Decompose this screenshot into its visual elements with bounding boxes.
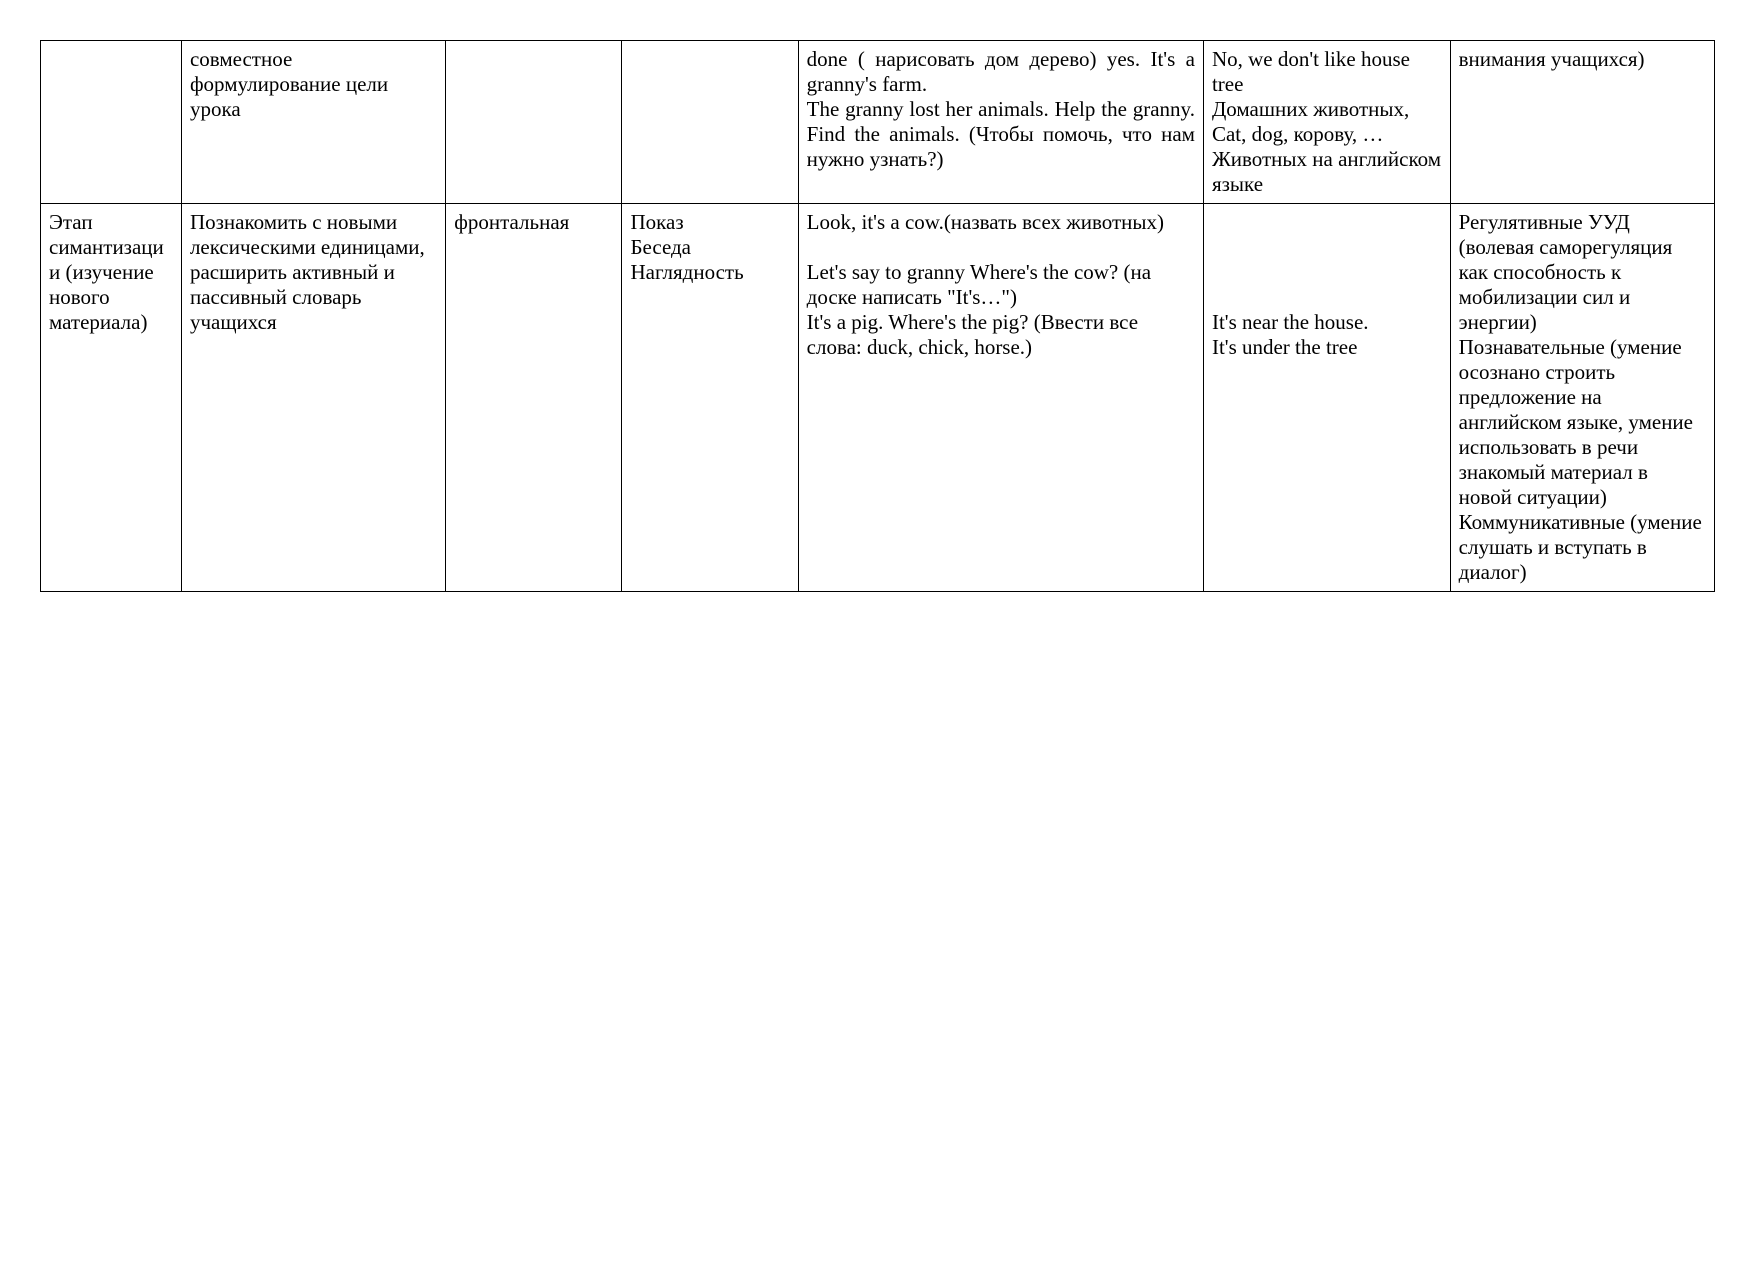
cell-teacher-activity: done ( нарисовать дом дерево) yes. It's … <box>798 41 1203 204</box>
lesson-plan-table-container: совместное формулирование цели урока don… <box>40 40 1715 592</box>
cell-form <box>446 41 622 204</box>
cell-text: No, we don't like housetreeДомашних живо… <box>1212 47 1441 196</box>
lesson-plan-table: совместное формулирование цели урока don… <box>40 40 1715 592</box>
cell-task: совместное формулирование цели урока <box>181 41 445 204</box>
cell-text <box>630 47 635 71</box>
cell-stage <box>41 41 182 204</box>
cell-method <box>622 41 798 204</box>
cell-teacher-activity: Look, it's a cow.(назвать всех животных)… <box>798 204 1203 592</box>
cell-text: фронтальная <box>454 210 569 234</box>
cell-text: Look, it's a cow.(назвать всех животных)… <box>807 210 1164 359</box>
cell-student-activity: It's near the house.It's under the tree <box>1203 204 1450 592</box>
cell-text: It's near the house.It's under the tree <box>1212 210 1369 359</box>
cell-text: внимания учащихся) <box>1459 47 1645 71</box>
cell-text: Познакомить с новыми лексическими единиц… <box>190 210 425 334</box>
cell-text: Регулятивные УУД (волевая саморегуляция … <box>1459 210 1702 584</box>
table-row: совместное формулирование цели урока don… <box>41 41 1715 204</box>
cell-stage: Этап симантизации (изучение нового матер… <box>41 204 182 592</box>
cell-text <box>49 47 54 71</box>
cell-text: совместное формулирование цели урока <box>190 47 388 121</box>
table-body: совместное формулирование цели урока don… <box>41 41 1715 592</box>
cell-text: done ( нарисовать дом дерево) yes. It's … <box>807 47 1195 171</box>
cell-text <box>454 47 459 71</box>
cell-uud: Регулятивные УУД (волевая саморегуляция … <box>1450 204 1714 592</box>
table-row: Этап симантизации (изучение нового матер… <box>41 204 1715 592</box>
cell-uud: внимания учащихся) <box>1450 41 1714 204</box>
cell-form: фронтальная <box>446 204 622 592</box>
cell-method: ПоказБеседаНаглядность <box>622 204 798 592</box>
cell-task: Познакомить с новыми лексическими единиц… <box>181 204 445 592</box>
cell-text: ПоказБеседаНаглядность <box>630 210 743 284</box>
cell-student-activity: No, we don't like housetreeДомашних живо… <box>1203 41 1450 204</box>
cell-text: Этап симантизации (изучение нового матер… <box>49 210 164 334</box>
